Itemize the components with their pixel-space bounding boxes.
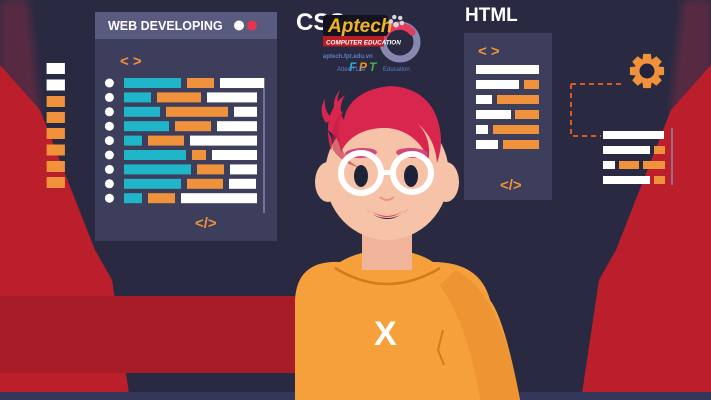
svg-text:</>: </> (195, 215, 217, 232)
svg-text:Attech Life: Attech Life (337, 67, 366, 73)
svg-text:X: X (374, 315, 397, 353)
svg-text:</>: </> (500, 177, 522, 194)
svg-text:COMPUTER EDUCATION: COMPUTER EDUCATION (326, 40, 401, 47)
svg-text:T: T (369, 60, 378, 74)
svg-text:Education: Education (383, 67, 410, 73)
svg-text:Aptech: Aptech (327, 16, 392, 37)
svg-text:WEB DEVELOPING: WEB DEVELOPING (108, 19, 223, 33)
svg-text:< >: < > (478, 43, 500, 60)
svg-text:HTML: HTML (465, 5, 518, 26)
svg-text:< >: < > (120, 53, 142, 70)
